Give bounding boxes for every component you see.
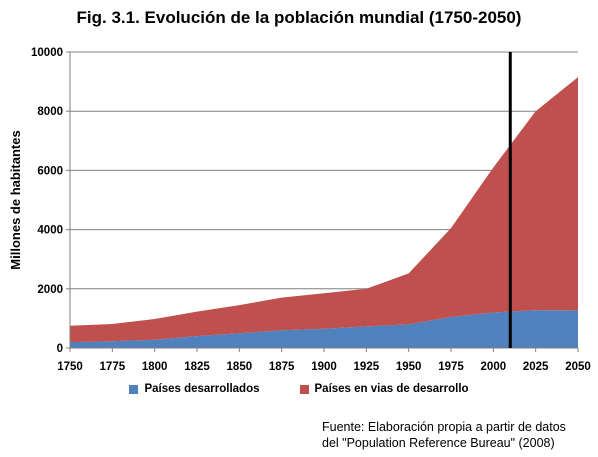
area-developing <box>70 77 578 343</box>
x-tick-label-2050: 2050 <box>565 361 591 373</box>
chart-title: Fig. 3.1. Evolución de la población mund… <box>76 8 522 27</box>
y-tick-label-8000: 8000 <box>37 106 63 118</box>
x-tick-label-1825: 1825 <box>184 361 210 373</box>
x-tick-label-1875: 1875 <box>269 361 295 373</box>
legend-item-developed: Países desarrollados <box>129 383 260 395</box>
legend: Países desarrollados Países en vias de d… <box>0 383 598 395</box>
x-tick-label-1900: 1900 <box>311 361 337 373</box>
x-tick-label-2000: 2000 <box>481 361 507 373</box>
y-tick-label-10000: 10000 <box>31 47 63 59</box>
source-line-1: Fuente: Elaboración propia a partir de d… <box>322 420 566 434</box>
axes <box>66 51 579 352</box>
y-tick-label-2000: 2000 <box>37 284 63 296</box>
legend-swatch-developing <box>299 384 309 394</box>
area-series <box>70 77 578 348</box>
legend-label-developing: Países en vias de desarrollo <box>314 383 469 395</box>
x-tick-label-1850: 1850 <box>227 361 253 373</box>
y-axis-label: Millones de habitantes <box>8 130 23 269</box>
legend-swatch-developed <box>129 384 139 394</box>
x-tick-label-1925: 1925 <box>354 361 380 373</box>
x-tick-label-1950: 1950 <box>396 361 422 373</box>
x-tick-label-1975: 1975 <box>438 361 464 373</box>
area-developed <box>70 310 578 348</box>
x-tick-label-2025: 2025 <box>523 361 549 373</box>
x-tick-label-1750: 1750 <box>57 361 83 373</box>
y-tick-label-0: 0 <box>57 343 63 355</box>
x-tick-label-1775: 1775 <box>100 361 126 373</box>
source-line-2: del "Population Reference Bureau" (2008) <box>322 436 555 450</box>
x-tick-label-1800: 1800 <box>142 361 168 373</box>
legend-item-developing: Países en vias de desarrollo <box>299 383 469 395</box>
y-tick-label-6000: 6000 <box>37 165 63 177</box>
y-tick-label-4000: 4000 <box>37 225 63 237</box>
legend-label-developed: Países desarrollados <box>144 383 260 395</box>
tick-labels: 0 2000 4000 6000 8000 10000 1750 1775 1800 1825 18… <box>31 47 591 373</box>
source-note: Fuente: Elaboración propia a partir de d… <box>322 419 566 451</box>
